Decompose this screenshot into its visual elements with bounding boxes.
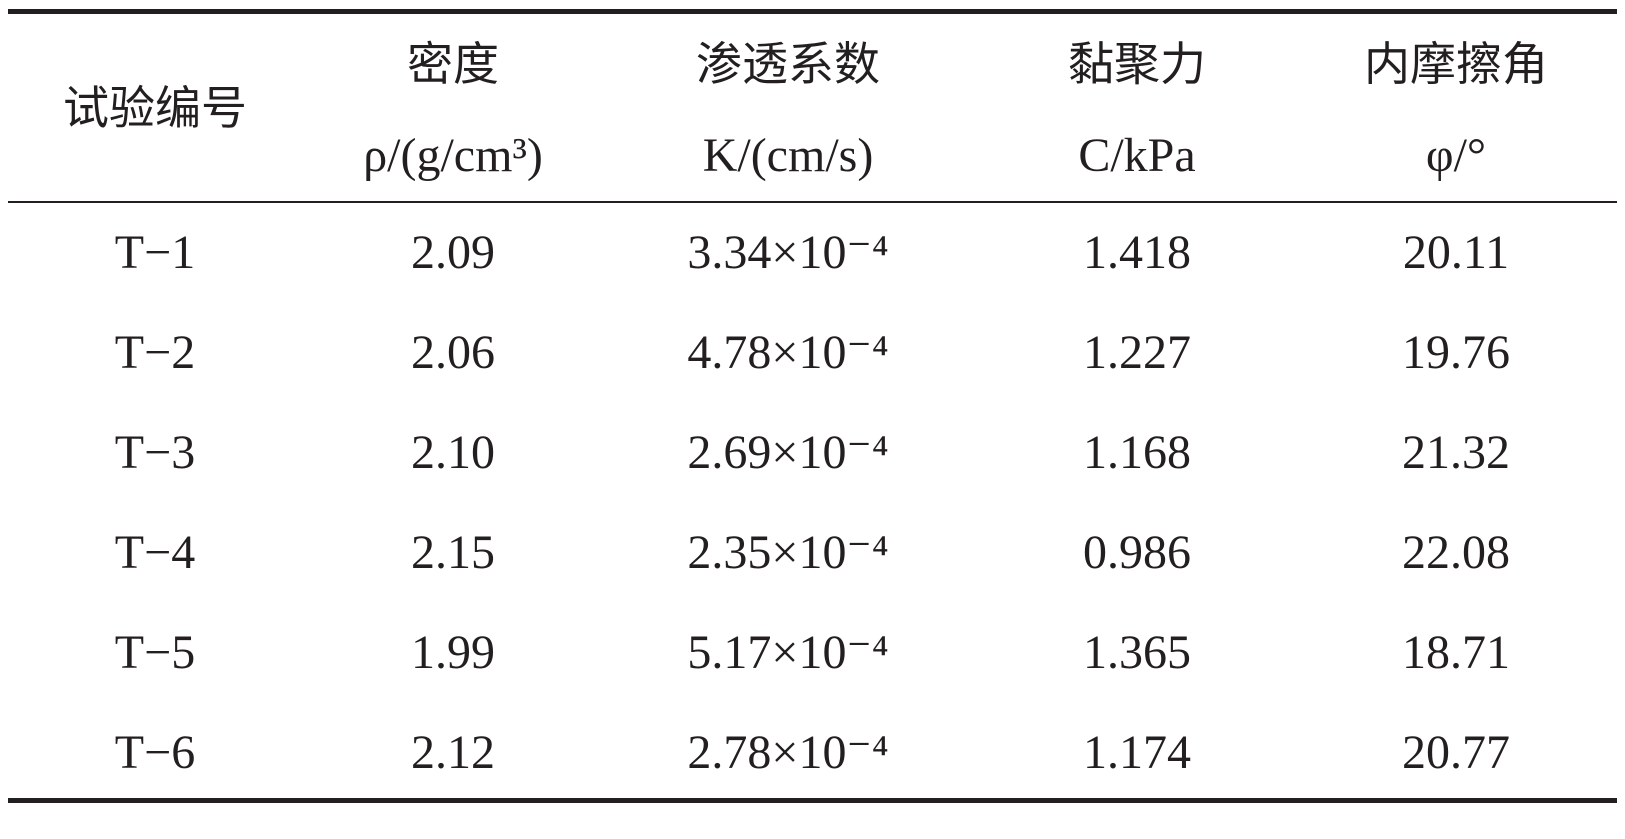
header-name: 黏聚力 [1068, 37, 1206, 91]
row-label: T−1 [114, 226, 196, 279]
header-unit: C/kPa [1078, 129, 1196, 182]
cell-value: 2.35×10⁻⁴ [687, 526, 889, 579]
header-name: 内摩擦角 [1364, 37, 1548, 91]
cell-value: 1.365 [1083, 626, 1191, 679]
cell-value: 2.12 [411, 726, 495, 779]
cell-value: 5.17×10⁻⁴ [687, 626, 889, 679]
cell-value: 19.76 [1402, 326, 1510, 379]
row-label: T−4 [114, 526, 196, 579]
row-label: T−5 [114, 626, 196, 679]
cell-value: 1.227 [1083, 326, 1191, 379]
cell-value: 21.32 [1402, 426, 1510, 479]
bottom-rule [8, 798, 1617, 803]
top-rule [8, 9, 1617, 14]
cell-value: 1.99 [411, 626, 495, 679]
cell-value: 1.418 [1083, 226, 1191, 279]
header-name: 渗透系数 [696, 37, 880, 91]
cell-value: 2.09 [411, 226, 495, 279]
header-unit: ρ/(g/cm³) [363, 129, 543, 182]
header-name: 试验编号 [63, 81, 247, 135]
cell-value: 22.08 [1402, 526, 1510, 579]
cell-value: 2.15 [411, 526, 495, 579]
cell-value: 2.10 [411, 426, 495, 479]
header-unit: φ/° [1425, 129, 1487, 182]
cell-value: 2.78×10⁻⁴ [687, 726, 889, 779]
cell-value: 20.11 [1402, 226, 1510, 279]
cell-value: 0.986 [1083, 526, 1191, 579]
cell-value: 2.06 [411, 326, 495, 379]
header-rule [8, 201, 1617, 203]
cell-value: 1.174 [1083, 726, 1191, 779]
cell-value: 20.77 [1402, 726, 1510, 779]
cell-value: 3.34×10⁻⁴ [687, 226, 889, 279]
row-label: T−6 [114, 726, 196, 779]
header-unit: K/(cm/s) [702, 129, 874, 182]
row-label: T−3 [114, 426, 196, 479]
cell-value: 1.168 [1083, 426, 1191, 479]
cell-value: 4.78×10⁻⁴ [687, 326, 889, 379]
cell-value: 18.71 [1402, 626, 1510, 679]
cell-value: 2.69×10⁻⁴ [687, 426, 889, 479]
header-name: 密度 [407, 37, 499, 91]
row-label: T−2 [114, 326, 196, 379]
